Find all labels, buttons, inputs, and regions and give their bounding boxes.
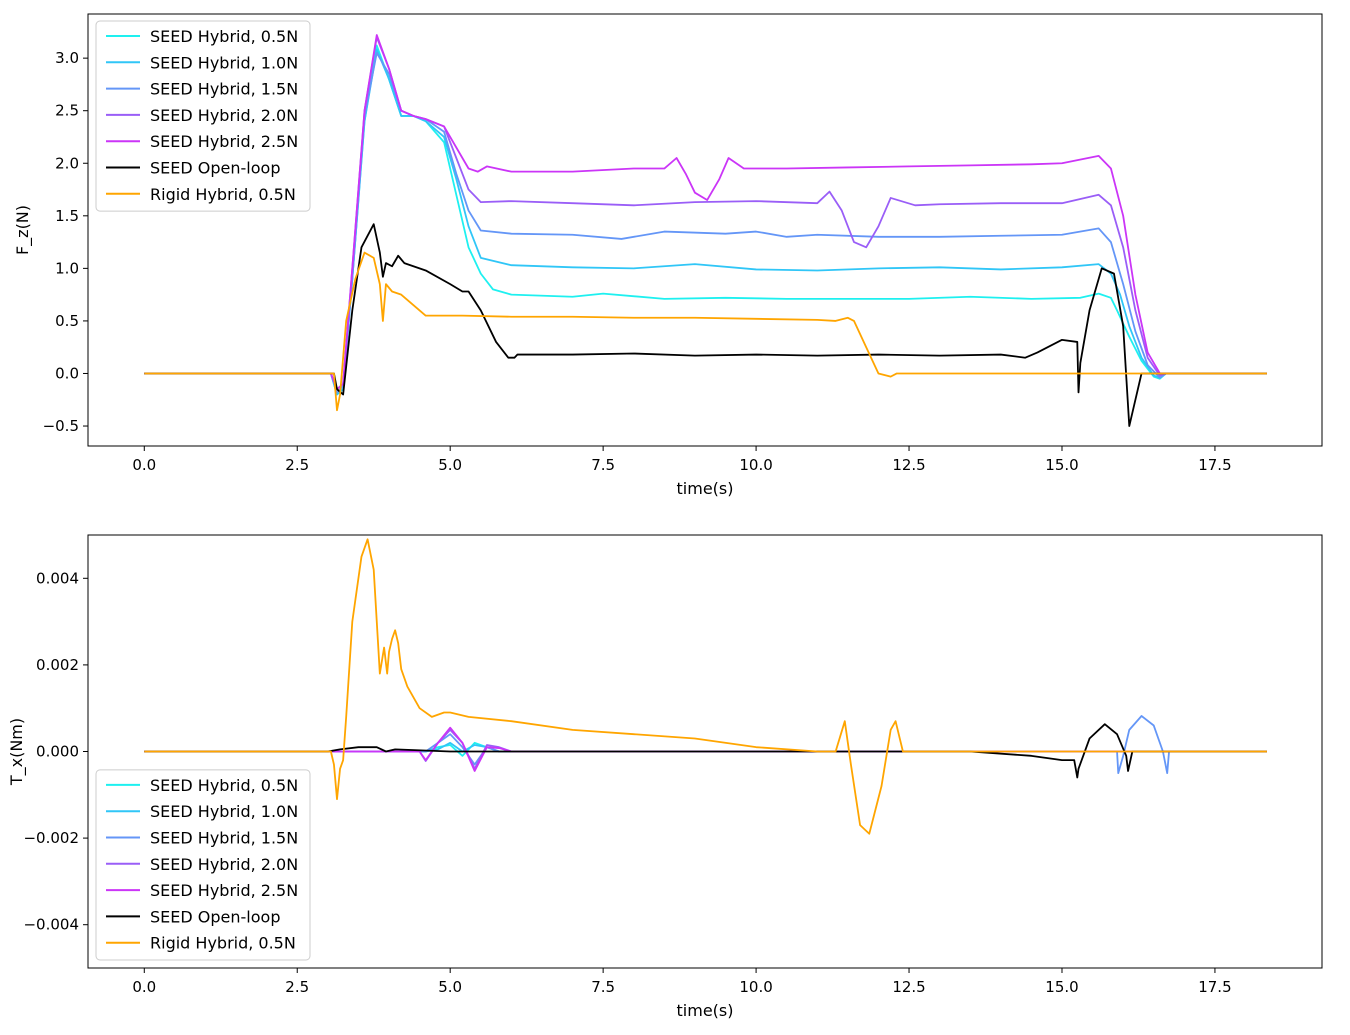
x-tick-label: 5.0 [438, 456, 462, 474]
legend-label: SEED Hybrid, 2.0N [150, 106, 298, 125]
y-tick-label: −0.5 [43, 417, 79, 435]
y-tick-label: 0.004 [36, 569, 79, 587]
x-tick-label: 10.0 [739, 456, 772, 474]
legend-box [95, 769, 311, 961]
legend-label: SEED Hybrid, 1.0N [150, 802, 298, 821]
x-tick-label: 0.0 [132, 978, 156, 996]
legend-label: SEED Open-loop [150, 907, 280, 926]
y-tick-label: 0.000 [36, 743, 79, 761]
y-tick-label: 2.0 [55, 154, 79, 172]
x-tick-label: 17.5 [1198, 978, 1231, 996]
y-axis-title: T_x(Nm) [7, 718, 27, 786]
legend-label: SEED Hybrid, 0.5N [150, 27, 298, 46]
x-tick-label: 7.5 [591, 456, 615, 474]
y-tick-label: 0.002 [36, 656, 79, 674]
series-line-0 [144, 44, 1267, 396]
y-tick-label: 0.0 [55, 364, 79, 382]
x-tick-label: 12.5 [892, 456, 925, 474]
x-tick-label: 17.5 [1198, 456, 1231, 474]
series-line-6 [144, 251, 1267, 412]
y-tick-label: 2.5 [55, 102, 79, 120]
y-tick-label: 3.0 [55, 49, 79, 67]
y-tick-label: −0.004 [23, 916, 79, 934]
x-tick-label: 0.0 [132, 456, 156, 474]
legend-label: SEED Open-loop [150, 159, 280, 178]
legend: SEED Hybrid, 0.5N SEED Hybrid, 1.0N SEED H… [95, 20, 311, 212]
legend: SEED Hybrid, 0.5N SEED Hybrid, 1.0N SEED H… [95, 769, 311, 961]
legend-label: SEED Hybrid, 1.0N [150, 53, 298, 72]
legend-label: SEED Hybrid, 2.0N [150, 855, 298, 874]
series-line-5 [144, 223, 1267, 427]
legend-label: SEED Hybrid, 0.5N [150, 776, 298, 795]
series-line-3 [144, 728, 1267, 770]
series-group [144, 538, 1267, 835]
legend-box [95, 20, 311, 212]
x-tick-label: 7.5 [591, 978, 615, 996]
legend-label: SEED Hybrid, 1.5N [150, 829, 298, 848]
y-axis-title: F_z(N) [13, 205, 33, 255]
force-z-panel: 0.0 2.5 5.0 7.5 10.0 12.5 15.0 17.5 −0.5 0.0 0.5 1.… [13, 13, 1323, 498]
series-line-1 [144, 741, 1267, 753]
x-tick-label: 12.5 [892, 978, 925, 996]
x-axis-title: time(s) [677, 1001, 734, 1020]
series-line-3 [144, 36, 1267, 391]
x-tick-label: 10.0 [739, 978, 772, 996]
series-group [144, 34, 1267, 427]
series-line-4 [144, 34, 1267, 391]
x-tick-label: 15.0 [1045, 978, 1078, 996]
plot-frame [87, 13, 1323, 447]
series-line-2 [144, 51, 1267, 394]
series-line-2 [144, 715, 1267, 775]
y-tick-label: −0.002 [23, 829, 79, 847]
y-tick-label: 0.5 [55, 312, 79, 330]
x-axis-title: time(s) [677, 479, 734, 498]
x-tick-label: 2.5 [285, 456, 309, 474]
torque-x-panel: 0.0 2.5 5.0 7.5 10.0 12.5 15.0 17.5 −0.004 −0.002… [7, 534, 1323, 1020]
legend-label: SEED Hybrid, 2.5N [150, 132, 298, 151]
legend-label: SEED Hybrid, 2.5N [150, 881, 298, 900]
legend-label: SEED Hybrid, 1.5N [150, 80, 298, 99]
x-tick-label: 15.0 [1045, 456, 1078, 474]
y-tick-label: 1.5 [55, 207, 79, 225]
series-line-0 [144, 741, 1267, 757]
y-tick-label: 1.0 [55, 259, 79, 277]
series-line-6 [144, 538, 1267, 835]
x-tick-label: 5.0 [438, 978, 462, 996]
legend-label: Rigid Hybrid, 0.5N [150, 185, 296, 204]
x-tick-label: 2.5 [285, 978, 309, 996]
series-line-4 [144, 726, 1267, 772]
legend-label: Rigid Hybrid, 0.5N [150, 934, 296, 953]
series-line-1 [144, 48, 1267, 396]
